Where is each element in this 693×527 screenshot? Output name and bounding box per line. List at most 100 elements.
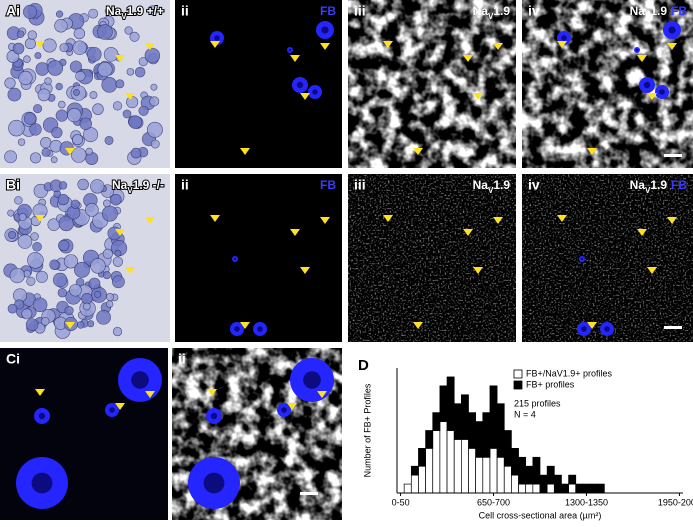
bar bbox=[511, 474, 519, 494]
caption-part: 1.9 +/+ bbox=[127, 4, 164, 18]
caption-part: V bbox=[488, 12, 494, 21]
cell bbox=[147, 5, 158, 16]
cell bbox=[44, 77, 52, 85]
cell bbox=[18, 70, 33, 86]
bar bbox=[453, 439, 462, 494]
panel-label: ii bbox=[178, 351, 186, 367]
bar bbox=[439, 385, 448, 422]
bar bbox=[503, 430, 512, 467]
bar bbox=[596, 483, 605, 494]
cell bbox=[77, 178, 89, 191]
cell bbox=[59, 43, 69, 53]
fb-nucleus bbox=[214, 35, 220, 41]
arrowhead bbox=[320, 43, 330, 50]
bar bbox=[432, 412, 441, 431]
cell bbox=[8, 230, 17, 240]
cell bbox=[122, 109, 132, 119]
cell bbox=[57, 288, 67, 298]
bar bbox=[418, 448, 426, 467]
bar bbox=[518, 456, 527, 485]
caption-part: V bbox=[488, 186, 494, 195]
annotation: 215 profiles bbox=[514, 398, 561, 408]
cell bbox=[40, 317, 50, 326]
scale-bar bbox=[664, 154, 682, 157]
cell bbox=[23, 55, 31, 64]
panel-label: ii bbox=[181, 3, 189, 19]
fb-nucleus bbox=[312, 89, 318, 95]
cell bbox=[27, 30, 37, 40]
caption-part: Na bbox=[473, 4, 489, 18]
cell bbox=[41, 147, 51, 157]
arrowhead bbox=[637, 55, 647, 62]
arrowhead bbox=[35, 41, 45, 48]
fb-nucleus bbox=[635, 48, 639, 52]
bar bbox=[546, 465, 555, 485]
cell bbox=[88, 277, 101, 290]
arrowhead bbox=[300, 267, 310, 274]
cell bbox=[94, 290, 102, 298]
signal bbox=[522, 174, 693, 342]
caption-part: V bbox=[127, 186, 133, 195]
arrowhead bbox=[413, 322, 423, 329]
arrowhead bbox=[115, 403, 125, 410]
channel-label: FB bbox=[320, 4, 336, 18]
cell bbox=[115, 79, 125, 89]
cell bbox=[54, 18, 68, 33]
cell bbox=[150, 139, 160, 149]
caption-part: 1.9 bbox=[650, 178, 667, 192]
arrowhead bbox=[383, 41, 393, 48]
cell bbox=[96, 310, 111, 325]
cell bbox=[55, 10, 64, 18]
legend-label: FB+/NaV1.9+ profiles bbox=[526, 368, 613, 378]
y-axis-label: Number of FB+ Profiles bbox=[362, 383, 372, 477]
cell bbox=[129, 31, 140, 42]
bar bbox=[475, 421, 484, 458]
caption-part: Na bbox=[473, 178, 489, 192]
cell bbox=[70, 199, 80, 209]
cell bbox=[35, 270, 48, 283]
cell bbox=[112, 326, 123, 337]
annotation: N = 4 bbox=[514, 409, 536, 419]
x-tick-label: 650-700 bbox=[477, 497, 510, 507]
cell bbox=[72, 40, 87, 55]
cell bbox=[126, 96, 139, 109]
bar bbox=[439, 421, 448, 494]
arrowhead bbox=[65, 322, 75, 329]
bar bbox=[418, 465, 426, 494]
fb-nucleus bbox=[659, 89, 665, 95]
arrowhead bbox=[413, 148, 423, 155]
cell bbox=[111, 8, 120, 17]
caption-part: Na bbox=[630, 4, 646, 18]
arrowhead bbox=[145, 43, 155, 50]
cell bbox=[49, 259, 60, 270]
bar bbox=[568, 474, 577, 485]
arrowhead bbox=[290, 229, 300, 236]
cell bbox=[81, 293, 93, 305]
cell bbox=[71, 147, 87, 163]
panel-label: iv bbox=[528, 177, 540, 193]
cell bbox=[32, 241, 42, 252]
cell bbox=[63, 254, 79, 269]
cell bbox=[79, 117, 92, 130]
panel-label: Bi bbox=[6, 177, 20, 193]
cell bbox=[42, 38, 57, 53]
fb-nucleus bbox=[288, 48, 292, 52]
bar bbox=[532, 483, 541, 494]
cell bbox=[8, 119, 25, 137]
cell bbox=[71, 134, 83, 146]
arrowhead bbox=[493, 43, 503, 50]
bar bbox=[511, 448, 519, 476]
bar bbox=[525, 465, 534, 485]
bar bbox=[503, 465, 512, 494]
legend-label: FB+ profiles bbox=[526, 379, 575, 389]
arrowhead bbox=[557, 41, 567, 48]
arrowhead bbox=[115, 55, 125, 62]
arrowhead bbox=[667, 217, 677, 224]
cell bbox=[24, 38, 36, 50]
bar bbox=[432, 430, 441, 494]
cell bbox=[103, 199, 111, 208]
cell bbox=[35, 62, 50, 76]
cell bbox=[101, 205, 118, 222]
cell bbox=[21, 308, 33, 320]
panel-label: Ai bbox=[6, 3, 20, 19]
